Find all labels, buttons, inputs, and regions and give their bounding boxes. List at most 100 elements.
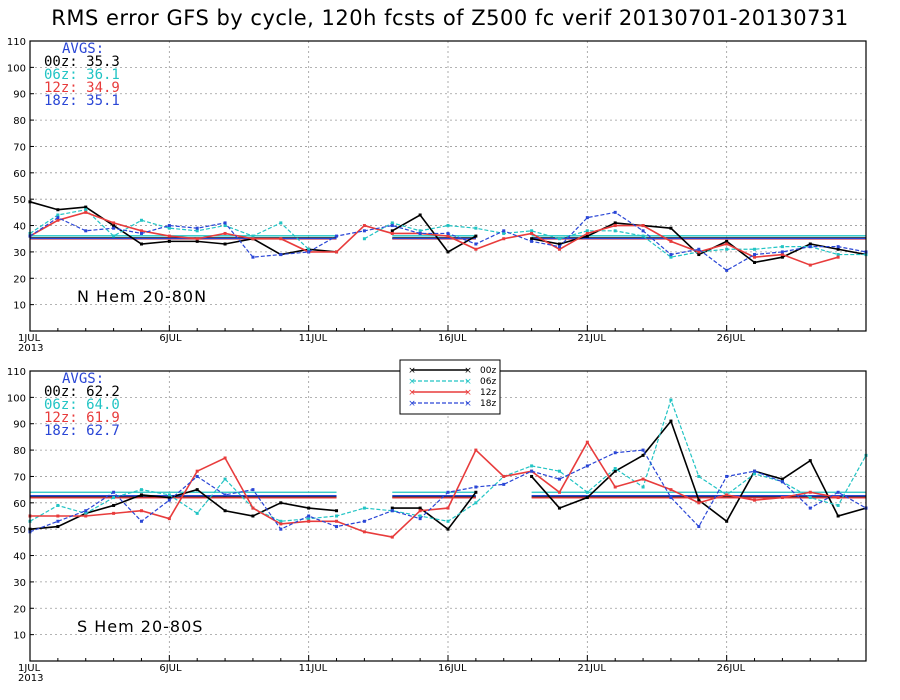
series-point-12z — [84, 514, 88, 518]
y-tick-label: 70 — [13, 472, 26, 483]
series-point-06z — [502, 231, 506, 235]
series-point-12z — [725, 493, 729, 497]
series-point-12z — [613, 485, 617, 489]
series-point-12z — [446, 234, 450, 238]
series-point-18z — [390, 509, 394, 513]
series-point-12z — [139, 229, 143, 233]
series-point-06z — [613, 229, 617, 233]
series-point-00z — [446, 250, 450, 254]
legend-marker-06z: × — [408, 377, 416, 387]
series-point-18z — [112, 226, 116, 230]
avgs-header: AVGS: — [62, 41, 104, 57]
series-point-06z — [279, 221, 283, 225]
series-point-12z — [697, 250, 701, 254]
series-point-00z — [195, 239, 199, 243]
series-point-06z — [446, 519, 450, 523]
series-point-00z — [251, 514, 255, 518]
series-point-12z — [362, 530, 366, 534]
series-point-12z — [502, 237, 506, 241]
series-point-18z — [697, 247, 701, 251]
series-point-06z — [836, 253, 840, 257]
series-point-06z — [418, 229, 422, 233]
series-point-12z — [502, 474, 506, 478]
series-point-18z — [362, 229, 366, 233]
series-point-00z — [557, 242, 561, 246]
series-point-06z — [585, 229, 589, 233]
series-point-18z — [557, 477, 561, 481]
series-point-06z — [641, 485, 645, 489]
series-point-12z — [335, 250, 339, 254]
series-point-00z — [474, 234, 478, 238]
series-point-06z — [195, 229, 199, 233]
series-point-12z — [585, 231, 589, 235]
series-point-18z — [223, 221, 227, 225]
series-point-06z — [585, 490, 589, 494]
series-point-18z — [613, 451, 617, 455]
series-point-00z — [112, 503, 116, 507]
series-point-06z — [279, 519, 283, 523]
y-tick-label: 30 — [13, 248, 26, 259]
series-point-12z — [641, 477, 645, 481]
series-point-00z — [725, 519, 729, 523]
x-tick-label: 2013 — [18, 343, 43, 354]
series-point-18z — [836, 490, 840, 494]
x-tick-label: 6JUL — [159, 333, 182, 344]
x-tick-label: 1JUL — [18, 333, 41, 344]
series-point-18z — [641, 448, 645, 452]
y-tick-label: 60 — [13, 499, 26, 510]
series-point-00z — [167, 239, 171, 243]
y-tick-label: 100 — [7, 393, 26, 404]
avg-label-00z: 00z: 35.3 — [44, 54, 120, 70]
legend-marker-06z: × — [464, 377, 472, 387]
series-point-06z — [641, 234, 645, 238]
legend-label-12z: 12z — [480, 388, 496, 398]
series-point-18z — [808, 506, 812, 510]
series-point-06z — [112, 496, 116, 500]
series-point-00z — [585, 234, 589, 238]
series-point-18z — [725, 474, 729, 478]
series-point-06z — [669, 398, 673, 402]
region-label: S Hem 20-80S — [77, 617, 203, 636]
y-tick-label: 20 — [13, 274, 26, 285]
series-point-06z — [223, 224, 227, 228]
series-point-18z — [557, 245, 561, 249]
series-point-12z — [780, 496, 784, 500]
series-point-18z — [808, 245, 812, 249]
series-point-06z — [530, 464, 534, 468]
series-point-18z — [223, 493, 227, 497]
y-tick-label: 90 — [13, 90, 26, 101]
series-point-00z — [613, 469, 617, 473]
series-point-12z — [390, 535, 394, 539]
series-point-12z — [167, 234, 171, 238]
series-point-06z — [474, 501, 478, 505]
series-point-06z — [56, 503, 60, 507]
legend-marker-12z: × — [408, 388, 416, 398]
series-point-18z — [56, 519, 60, 523]
series-point-06z — [725, 247, 729, 251]
series-point-06z — [446, 224, 450, 228]
legend-label-00z: 00z — [480, 366, 496, 376]
x-tick-label: 6JUL — [159, 663, 182, 674]
series-point-12z — [195, 469, 199, 473]
series-line-12z — [29, 211, 839, 266]
avg-label-06z: 06z: 36.1 — [44, 67, 120, 83]
series-point-00z — [613, 221, 617, 225]
y-tick-label: 100 — [7, 63, 26, 74]
x-tick-label: 21JUL — [577, 663, 606, 674]
y-tick-label: 20 — [13, 604, 26, 615]
x-tick-label: 16JUL — [438, 333, 467, 344]
series-point-00z — [530, 237, 534, 241]
x-tick-label: 2013 — [18, 673, 43, 684]
y-tick-label: 10 — [13, 631, 26, 642]
chart-title: RMS error GFS by cycle, 120h fcsts of Z5… — [51, 6, 849, 30]
avgs-header: AVGS: — [62, 371, 104, 387]
series-point-06z — [307, 517, 311, 521]
y-tick-label: 70 — [13, 142, 26, 153]
series-point-18z — [112, 490, 116, 494]
series-point-12z — [753, 255, 757, 259]
series-point-18z — [530, 239, 534, 243]
series-point-18z — [195, 474, 199, 478]
series-point-06z — [139, 488, 143, 492]
avg-label-18z: 18z: 35.1 — [44, 93, 120, 109]
